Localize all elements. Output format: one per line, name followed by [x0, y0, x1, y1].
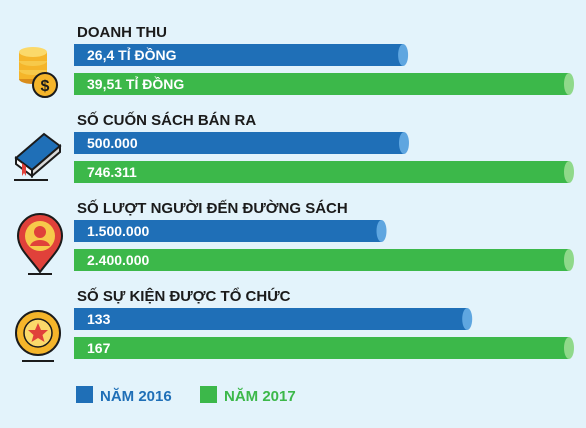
bar-cap — [398, 132, 409, 154]
bar-cap — [564, 249, 574, 271]
bar-label: 133 — [87, 311, 111, 327]
chart-group: SỐ CUỐN SÁCH BÁN RA 500.000 746.311 — [74, 111, 574, 183]
bar-label: 1.500.000 — [87, 223, 149, 239]
legend-swatch-2016 — [76, 386, 93, 403]
bar-cap — [462, 308, 473, 330]
bar — [74, 161, 569, 183]
bar-cap — [398, 44, 409, 66]
legend-label-2017: NĂM 2017 — [224, 388, 296, 405]
group-title: SỐ LƯỢT NGƯỜI ĐẾN ĐƯỜNG SÁCH — [77, 199, 348, 217]
chart-group: SỐ SỰ KIỆN ĐƯỢC TỔ CHỨC 133 167 — [74, 287, 574, 359]
bar-label: 167 — [87, 340, 111, 356]
bar-label: 746.311 — [87, 164, 137, 180]
bar-label: 26,4 TỈ ĐỒNG — [87, 46, 177, 63]
coins-icon: $ — [19, 47, 58, 98]
bar-cap — [376, 220, 387, 242]
bar-label: 2.400.000 — [87, 252, 149, 268]
book-icon — [14, 132, 62, 181]
group-title: DOANH THU — [77, 24, 167, 41]
bar — [74, 132, 404, 154]
bar — [74, 44, 404, 66]
bar-cap — [564, 337, 574, 359]
legend-swatch-2017 — [200, 386, 217, 403]
bar-label: 39,51 TỈ ĐỒNG — [87, 75, 184, 92]
legend-label-2016: NĂM 2016 — [100, 388, 172, 405]
visitor-pin-icon — [16, 213, 64, 275]
star-badge-icon — [15, 310, 61, 362]
chart-group: DOANH THU 26,4 TỈ ĐỒNG 39,51 TỈ ĐỒNG — [74, 24, 574, 95]
bar-cap — [564, 161, 574, 183]
svg-text:$: $ — [41, 78, 50, 95]
legend: NĂM 2016 NĂM 2017 — [76, 386, 296, 405]
group-title: SỐ CUỐN SÁCH BÁN RA — [77, 111, 256, 129]
bar — [74, 337, 569, 359]
bar-cap — [564, 73, 574, 95]
bar — [74, 308, 468, 330]
bar — [74, 249, 569, 271]
bar — [74, 220, 382, 242]
chart-group: SỐ LƯỢT NGƯỜI ĐẾN ĐƯỜNG SÁCH 1.500.000 2.4… — [74, 199, 574, 271]
chart-groups: DOANH THU 26,4 TỈ ĐỒNG 39,51 TỈ ĐỒNG SỐ CUỐ… — [74, 24, 574, 359]
bar — [74, 73, 569, 95]
group-title: SỐ SỰ KIỆN ĐƯỢC TỔ CHỨC — [77, 287, 291, 305]
bar-label: 500.000 — [87, 135, 138, 151]
